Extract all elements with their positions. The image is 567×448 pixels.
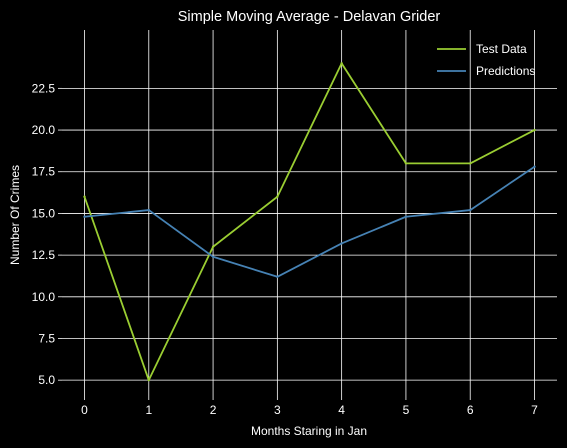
y-gridlines	[58, 87, 557, 381]
data-point	[404, 215, 408, 218]
data-point	[276, 275, 279, 278]
x-tick-label: 2	[210, 403, 217, 417]
series-line-predictions	[84, 165, 536, 278]
legend-label: Test Data	[476, 42, 527, 56]
legend: Test Data Predictions	[437, 42, 535, 78]
x-tick-labels: 0 1 2 3 4 5 6 7	[81, 403, 538, 417]
y-tick-label: 5.0	[38, 373, 55, 387]
data-point	[533, 165, 536, 168]
y-axis-label: Number Of Crimes	[8, 165, 22, 265]
x-tick-label: 4	[338, 403, 345, 417]
data-point	[340, 242, 343, 245]
x-tick-label: 0	[81, 403, 88, 417]
y-tick-label: 7.5	[38, 331, 55, 345]
chart-title: Simple Moving Average - Delavan Grider	[178, 9, 441, 25]
x-gridlines	[84, 30, 535, 400]
y-tick-label: 17.5	[32, 165, 56, 179]
y-tick-label: 20.0	[32, 123, 56, 137]
data-point	[147, 208, 150, 212]
x-tick-label: 5	[403, 403, 410, 417]
data-point	[276, 195, 279, 198]
series-lines	[83, 62, 536, 382]
y-tick-label: 22.5	[32, 81, 56, 95]
data-point	[211, 255, 215, 258]
data-point	[83, 195, 86, 198]
data-point	[469, 208, 472, 212]
data-point	[533, 128, 536, 132]
x-tick-label: 7	[531, 403, 538, 417]
data-point	[83, 215, 86, 218]
x-axis-label: Months Staring in Jan	[251, 424, 367, 438]
data-point	[404, 162, 408, 165]
x-tick-label: 1	[145, 403, 152, 417]
data-point	[340, 62, 343, 65]
y-tick-label: 10.0	[32, 290, 56, 304]
data-point	[211, 245, 215, 248]
data-point	[469, 162, 472, 165]
legend-label: Predictions	[476, 64, 535, 78]
y-tick-label: 12.5	[32, 248, 56, 262]
x-tick-label: 6	[467, 403, 474, 417]
y-tick-label: 15.0	[32, 206, 56, 220]
y-tick-labels: 5.0 7.5 10.0 12.5 15.0 17.5 20.0 22.5	[32, 81, 56, 387]
series-line-test-data	[83, 62, 535, 382]
data-point	[147, 378, 150, 382]
x-tick-label: 3	[274, 403, 281, 417]
